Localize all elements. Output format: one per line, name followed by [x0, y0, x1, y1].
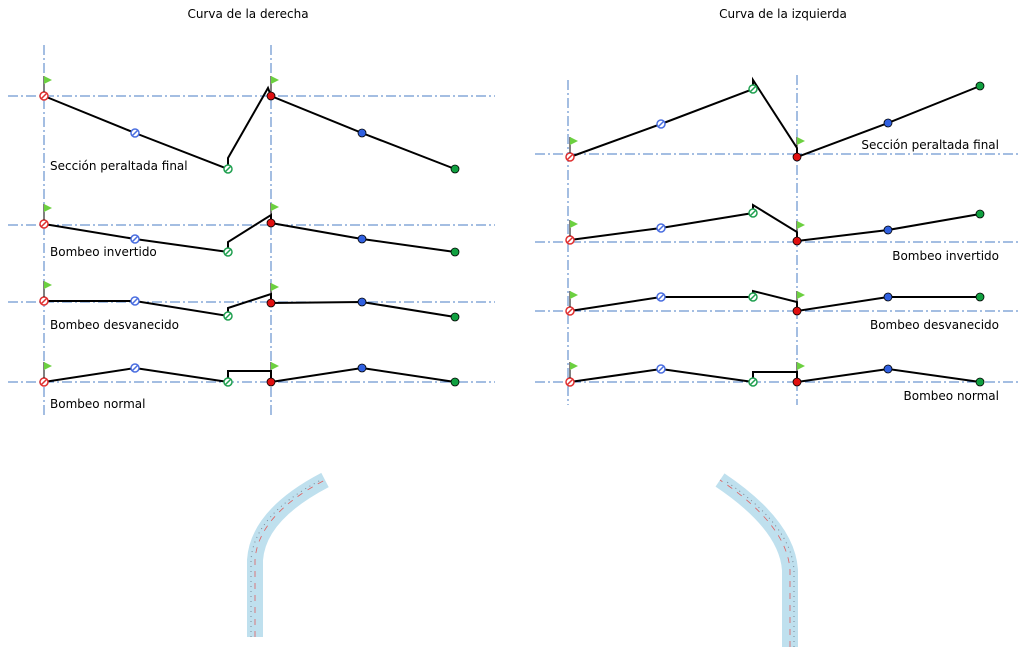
hatch [749, 209, 757, 217]
hatch [224, 378, 232, 386]
profile [569, 76, 981, 159]
flag [271, 362, 279, 370]
flag [570, 362, 578, 370]
hatch [566, 307, 574, 315]
point [357, 128, 367, 138]
hatch [749, 85, 757, 93]
title: Curva de la izquierda [719, 7, 847, 21]
section-label: Bombeo desvanecido [50, 318, 179, 332]
point [975, 209, 985, 219]
layout [8, 45, 1020, 415]
section-label: Bombeo invertido [50, 245, 157, 259]
section-label: Bombeo invertido [892, 249, 999, 263]
point [792, 306, 802, 316]
point [450, 312, 460, 322]
hatch [40, 220, 48, 228]
flag [271, 76, 279, 84]
point [975, 292, 985, 302]
point [266, 377, 276, 387]
hatch [40, 297, 48, 305]
hatch [224, 248, 232, 256]
point [266, 298, 276, 308]
point [357, 297, 367, 307]
point [450, 377, 460, 387]
point [357, 234, 367, 244]
hatch [749, 378, 757, 386]
hatch [40, 92, 48, 100]
flag [797, 137, 805, 145]
profile [43, 213, 456, 254]
hatch [566, 378, 574, 386]
flag [570, 291, 578, 299]
point [450, 164, 460, 174]
flag [44, 281, 52, 289]
section-label: Bombeo normal [50, 397, 145, 411]
profile [44, 292, 456, 318]
point [266, 218, 276, 228]
flag [797, 221, 805, 229]
road-thumbnail [247, 472, 329, 637]
point [357, 363, 367, 373]
hatch [657, 120, 665, 128]
point [266, 91, 276, 101]
hatch [566, 153, 574, 161]
hatch [131, 235, 139, 243]
point [883, 225, 893, 235]
flag [570, 137, 578, 145]
hatch [657, 365, 665, 373]
flag [271, 203, 279, 211]
hatch [749, 293, 757, 301]
point [792, 377, 802, 387]
flag [797, 291, 805, 299]
point [792, 152, 802, 162]
hatch [657, 224, 665, 232]
section-label: Bombeo desvanecido [870, 318, 999, 332]
profile [569, 367, 981, 384]
flag [797, 362, 805, 370]
flag [570, 220, 578, 228]
flag [271, 283, 279, 291]
hatch [131, 297, 139, 305]
road-thumbnail [715, 473, 798, 647]
profile [569, 289, 980, 313]
section-label: Bombeo normal [904, 389, 999, 403]
profile [43, 366, 456, 384]
title: Curva de la derecha [187, 7, 308, 21]
point [450, 247, 460, 257]
profile [569, 203, 981, 243]
hatch [40, 378, 48, 386]
point [975, 377, 985, 387]
point [883, 118, 893, 128]
hatch [224, 312, 232, 320]
profile [43, 85, 456, 171]
hatch [566, 236, 574, 244]
flag [44, 204, 52, 212]
flag [44, 362, 52, 370]
hatch [224, 165, 232, 173]
point [792, 236, 802, 246]
point [883, 292, 893, 302]
hatch [657, 293, 665, 301]
hatch [131, 364, 139, 372]
section-label: Sección peraltada final [50, 159, 188, 173]
point [975, 81, 985, 91]
section-label: Sección peraltada final [861, 138, 999, 152]
point [883, 364, 893, 374]
flag [44, 76, 52, 84]
hatch [131, 129, 139, 137]
